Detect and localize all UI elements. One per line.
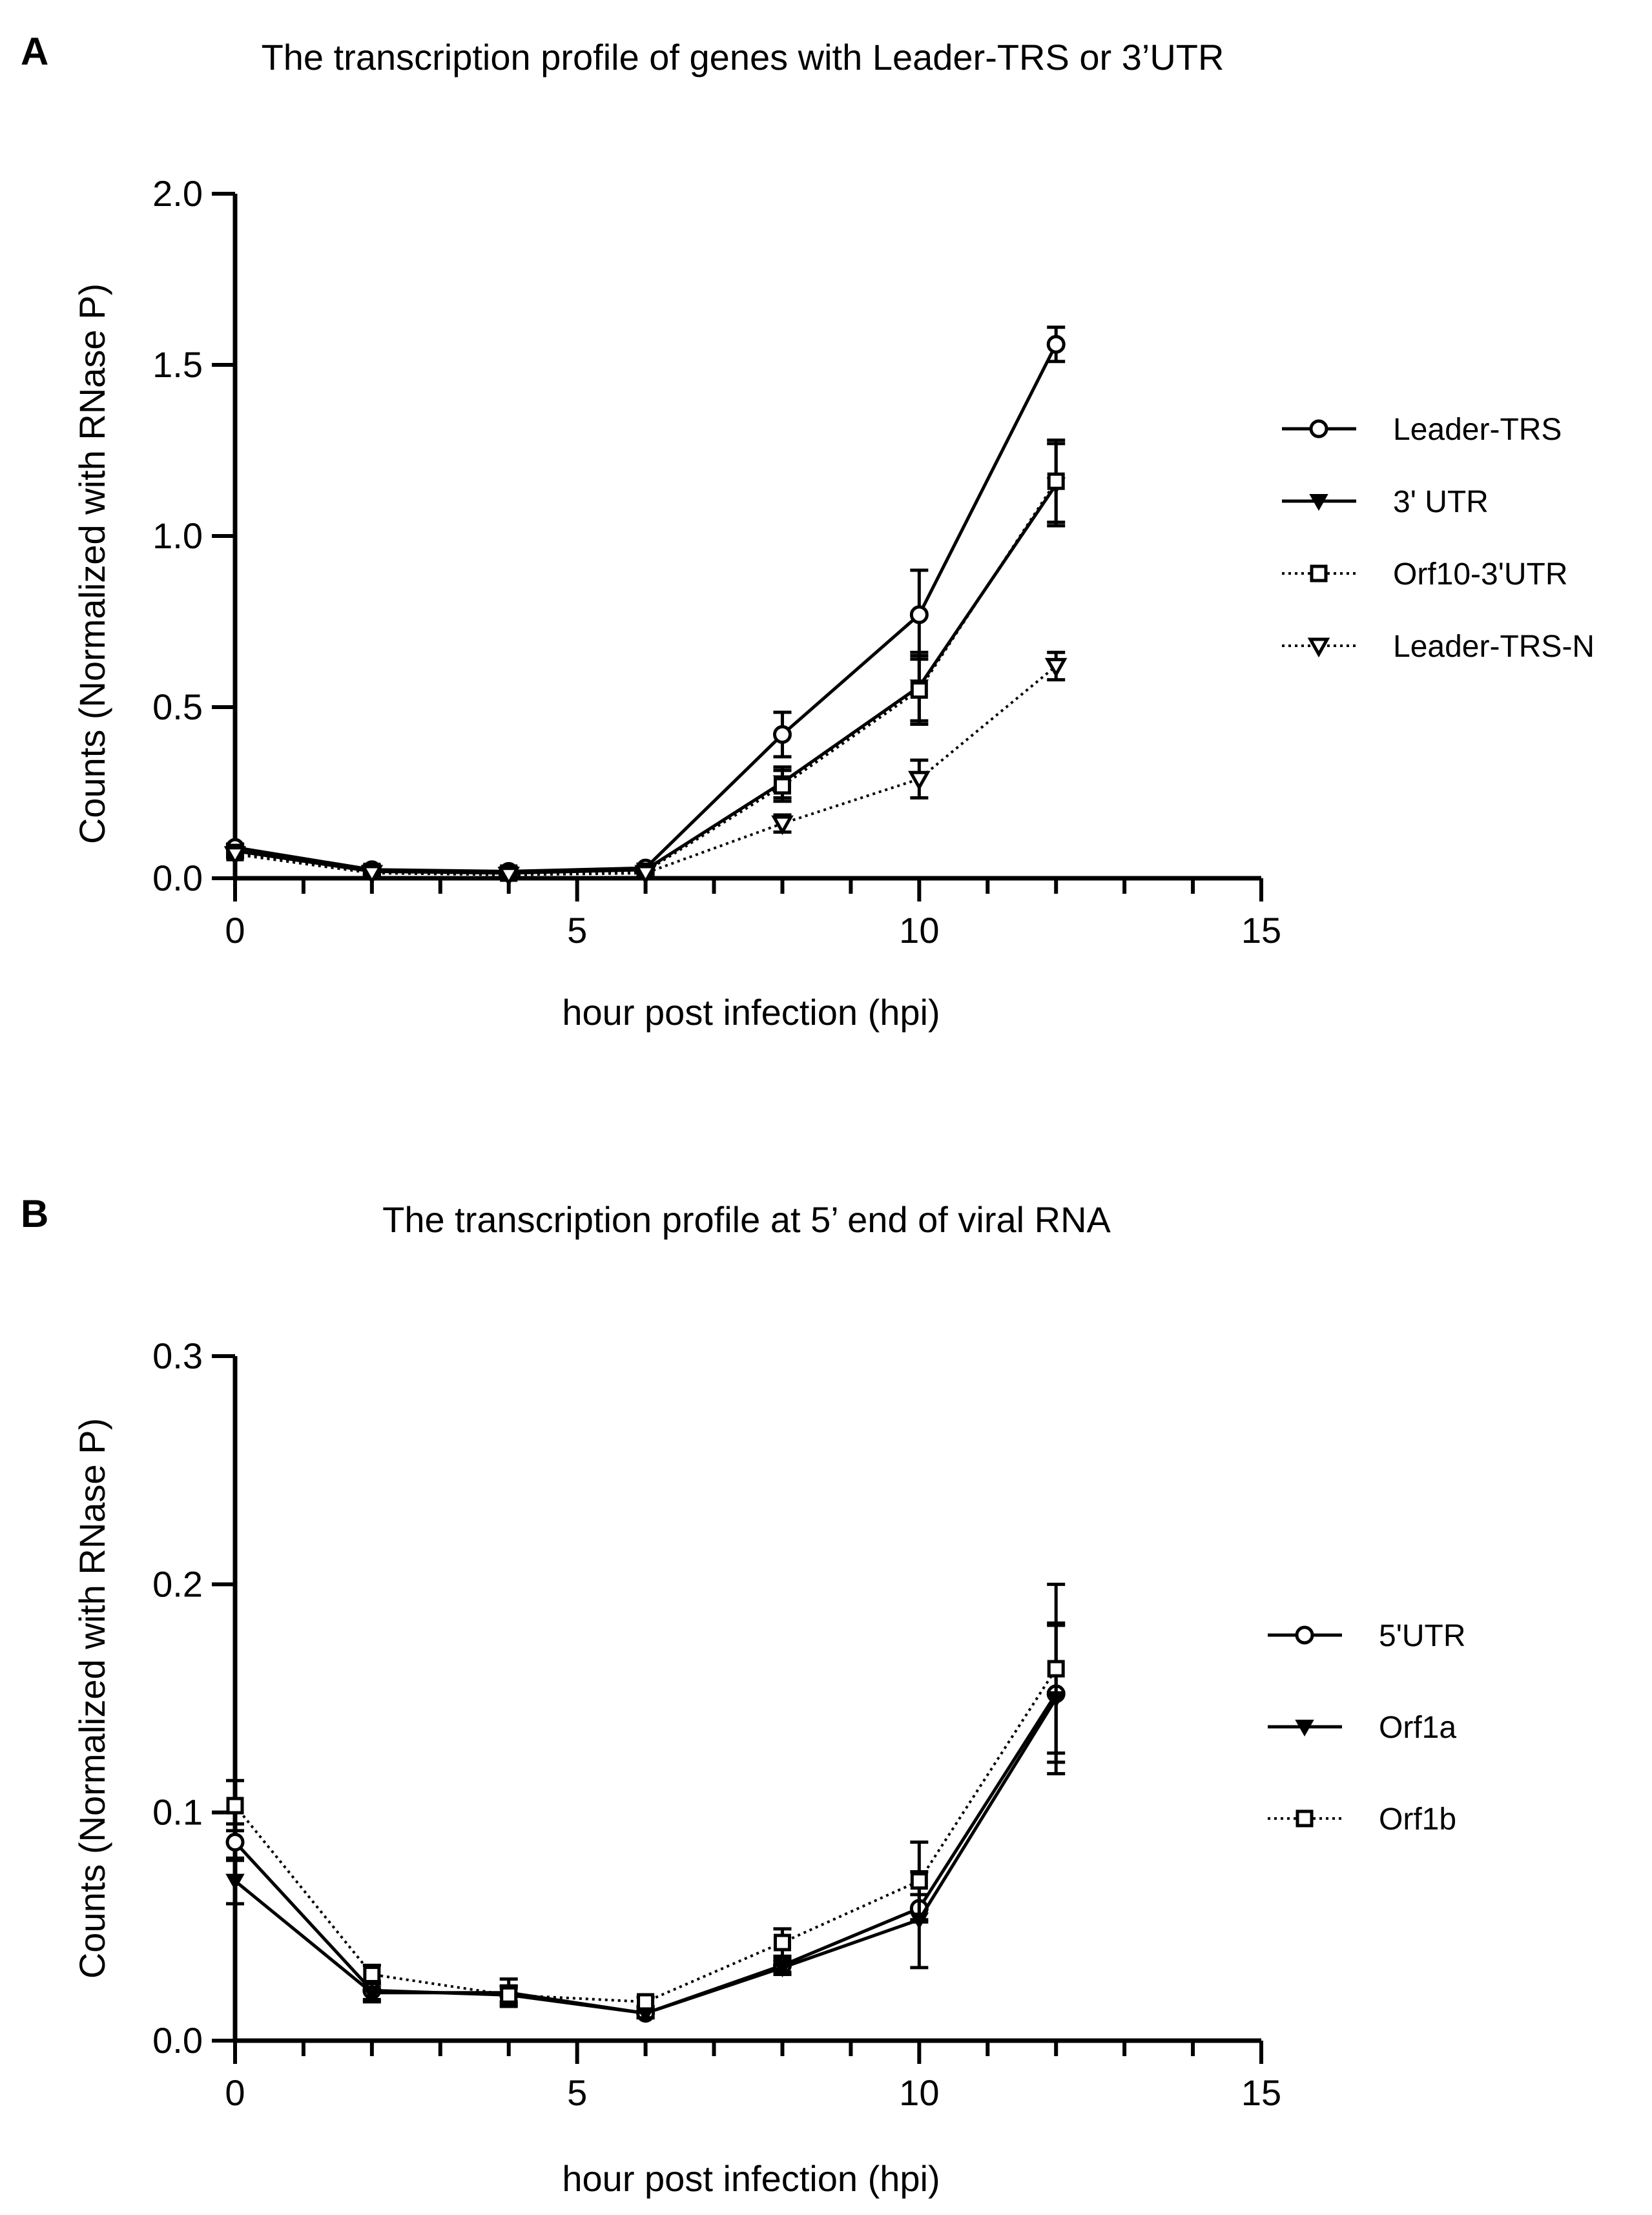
panel-a-series-line (234, 344, 1058, 873)
panel-b-legend-swatch-marker (1295, 1720, 1314, 1737)
panel-b-legend-label: Orf1b (1379, 1802, 1456, 1837)
panel-a-y-tick-label: 0.5 (152, 686, 203, 727)
panel-b-plot: 0 5 10 15 0.0 0.1 0.2 0.3 (152, 1335, 1281, 2113)
panel-a-legend-swatch-marker (1310, 564, 1328, 582)
panel-b-legend-swatch-marker (1295, 1625, 1314, 1645)
panel-b-y-tick-label: 0.2 (152, 1563, 203, 1604)
panel-b-legend-label: 5'UTR (1379, 1619, 1466, 1653)
panel-b-data-point (225, 1833, 245, 1852)
panel-a-data-point (634, 865, 657, 885)
panel-b-x-tick-label: 5 (567, 2072, 587, 2113)
panel-b-x-tick-label: 0 (225, 2072, 245, 2113)
panel-a-letter: A (21, 30, 48, 73)
panel-a-data-point (1046, 335, 1066, 354)
panel-b-title: The transcription profile at 5’ end of v… (382, 1199, 1111, 1240)
panel-b-data-point (363, 1966, 381, 1984)
panel-b-data-point (362, 1985, 382, 2003)
panel-a-legend-item-1: 3' UTR (1282, 485, 1489, 519)
panel-b-series-line (234, 1697, 1058, 2015)
panel-a-legend-swatch-marker (1309, 419, 1328, 438)
panel-b-series-line (234, 1667, 1057, 2003)
panel-b-data-point (772, 1960, 792, 1977)
panel-a-data-point (773, 777, 791, 795)
panel-a-series-2 (226, 438, 1066, 882)
panel-b-series-line (234, 1693, 1058, 2015)
panel-a-data-point (908, 770, 931, 791)
panel-b-data-point (773, 1933, 791, 1952)
panel-a-y-axis-title: Counts (Normalized with RNase P) (72, 283, 112, 844)
panel-a-legend-item-2: Orf10-3'UTR (1282, 557, 1568, 592)
panel-b-y-tick-label: 0.3 (152, 1335, 203, 1376)
panel-a-data-point (223, 846, 247, 866)
panel-b-data-point (500, 1986, 518, 2004)
panel-b-y-tick-label: 0.0 (152, 2020, 203, 2061)
panel-a-series-1 (225, 442, 1066, 883)
panel-a-y-tick-label: 1.0 (152, 515, 203, 556)
panel-b-data-point (225, 1873, 245, 1891)
panel-a-data-point (910, 681, 928, 699)
panel-a-data-point (497, 867, 521, 887)
panel-a-x-tick-label: 10 (899, 910, 939, 951)
panel-b-series-2 (226, 1582, 1066, 2011)
panel-a-x-tick-label: 15 (1241, 910, 1281, 951)
panel-a-series-0 (225, 325, 1066, 881)
panel-a-y-tick-label: 0.0 (152, 858, 203, 898)
panel-a-data-point (909, 605, 929, 624)
panel-a-legend-item-3: Leader-TRS-N (1282, 630, 1595, 664)
panel-b: B The transcription profile at 5’ end of… (21, 1192, 1466, 2199)
panel-a-y-tick-label: 1.5 (152, 344, 203, 385)
panel-a-data-point (771, 815, 794, 836)
panel-a-legend: Leader-TRS 3' UTR Orf10-3'UTR Leader-TRS-N (1282, 413, 1595, 664)
panel-a-series-line (234, 484, 1058, 875)
panel-a-x-axis-title: hour post infection (hpi) (562, 992, 940, 1033)
panel-b-data-point (1047, 1660, 1065, 1678)
panel-a-legend-swatch-marker (1307, 637, 1330, 658)
panel-a-series-3 (223, 650, 1068, 887)
panel-b-legend-item-1: Orf1a (1268, 1711, 1456, 1745)
panel-b-data-point (637, 1993, 655, 2011)
panel-a-legend-label: 3' UTR (1393, 485, 1489, 519)
panel-a-legend-label: Orf10-3'UTR (1393, 557, 1568, 592)
panel-a-y-tick-label: 2.0 (152, 173, 203, 214)
panel-b-legend: 5'UTR Orf1a Orf1b (1268, 1619, 1466, 1837)
panel-a-title: The transcription profile of genes with … (262, 37, 1224, 77)
panel-b-series-1 (225, 1621, 1066, 2023)
panel-b-legend-swatch-marker (1296, 1809, 1314, 1828)
panel-b-data-point (226, 1797, 244, 1815)
panel-b-series-0 (225, 1623, 1066, 2023)
panel-a-legend-label: Leader-TRS-N (1393, 630, 1595, 664)
panel-b-data-point (910, 1872, 928, 1890)
panel-a-data-point (1044, 657, 1068, 678)
panel-b-x-tick-label: 10 (899, 2072, 939, 2113)
panel-a: A The transcription profile of genes wit… (21, 30, 1595, 1033)
panel-a-legend-item-0: Leader-TRS (1282, 413, 1562, 447)
panel-b-legend-item-2: Orf1b (1268, 1802, 1456, 1837)
panel-b-x-tick-label: 15 (1241, 2072, 1281, 2113)
panel-a-plot: 0 5 10 15 0.0 0.5 1.0 1.5 2.0 (152, 173, 1281, 951)
panel-b-legend-item-0: 5'UTR (1268, 1619, 1466, 1653)
panel-b-x-axis-title: hour post infection (hpi) (562, 2158, 940, 2199)
panel-a-x-tick-label: 5 (567, 910, 587, 951)
panel-a-series-line (234, 480, 1057, 875)
panel-a-data-point (772, 725, 792, 744)
panel-b-letter: B (21, 1192, 48, 1235)
panel-a-legend-label: Leader-TRS (1393, 413, 1562, 447)
panel-a-legend-swatch-marker (1309, 494, 1328, 511)
panel-a-series-line (234, 664, 1057, 876)
panel-b-y-tick-label: 0.1 (152, 1792, 203, 1833)
panel-b-y-axis-title: Counts (Normalized with RNase P) (72, 1418, 112, 1979)
panel-a-data-point (1047, 472, 1065, 490)
panel-b-legend-label: Orf1a (1379, 1711, 1456, 1745)
panel-a-x-tick-label: 0 (225, 910, 245, 951)
panel-a-data-point (360, 865, 384, 885)
